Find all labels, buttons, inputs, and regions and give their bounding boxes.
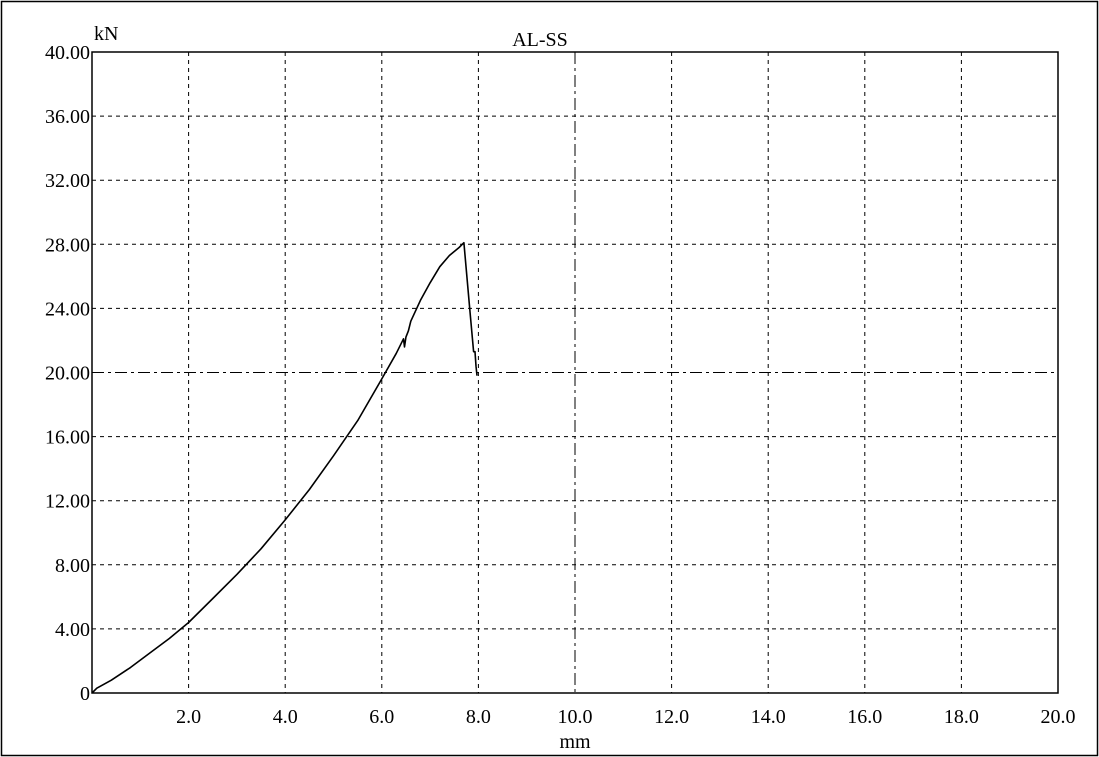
x-tick-label: 2.0 bbox=[176, 706, 201, 728]
chart-title: AL-SS bbox=[512, 29, 568, 51]
y-tick-labels: 0 4.00 8.00 12.00 16.00 20.00 24.00 28.00 32.00 3… bbox=[45, 42, 90, 705]
y-tick-label: 0 bbox=[80, 683, 90, 705]
x-tick-label: 6.0 bbox=[369, 706, 394, 728]
y-tick-label: 8.00 bbox=[55, 555, 90, 577]
y-tick-label: 32.00 bbox=[45, 170, 90, 192]
x-tick-label: 18.0 bbox=[944, 706, 979, 728]
x-tick-label: 16.0 bbox=[847, 706, 882, 728]
x-axis-label: mm bbox=[559, 731, 591, 753]
y-axis-label: kN bbox=[94, 23, 118, 45]
x-tick-label: 8.0 bbox=[466, 706, 491, 728]
y-tick-label: 28.00 bbox=[45, 234, 90, 256]
x-tick-label: 14.0 bbox=[751, 706, 786, 728]
series-line bbox=[91, 241, 478, 694]
y-tick-label: 40.00 bbox=[45, 42, 90, 64]
y-tick-label: 4.00 bbox=[55, 619, 90, 641]
y-tick-label: 20.00 bbox=[45, 363, 90, 385]
x-tick-label: 20.0 bbox=[1041, 706, 1076, 728]
x-tick-label: 12.0 bbox=[654, 706, 689, 728]
x-tick-label: 10.0 bbox=[558, 706, 593, 728]
y-tick-label: 24.00 bbox=[45, 298, 90, 320]
series-layer bbox=[91, 241, 478, 694]
x-tick-label: 4.0 bbox=[273, 706, 298, 728]
y-tick-label: 36.00 bbox=[45, 106, 90, 128]
x-tick-labels: 2.0 4.0 6.0 8.0 10.0 12.0 14.0 16.0 18.0 20.0 bbox=[176, 706, 1075, 728]
y-tick-label: 16.00 bbox=[45, 427, 90, 449]
y-tick-label: 12.00 bbox=[45, 491, 90, 513]
grid bbox=[92, 52, 1058, 693]
